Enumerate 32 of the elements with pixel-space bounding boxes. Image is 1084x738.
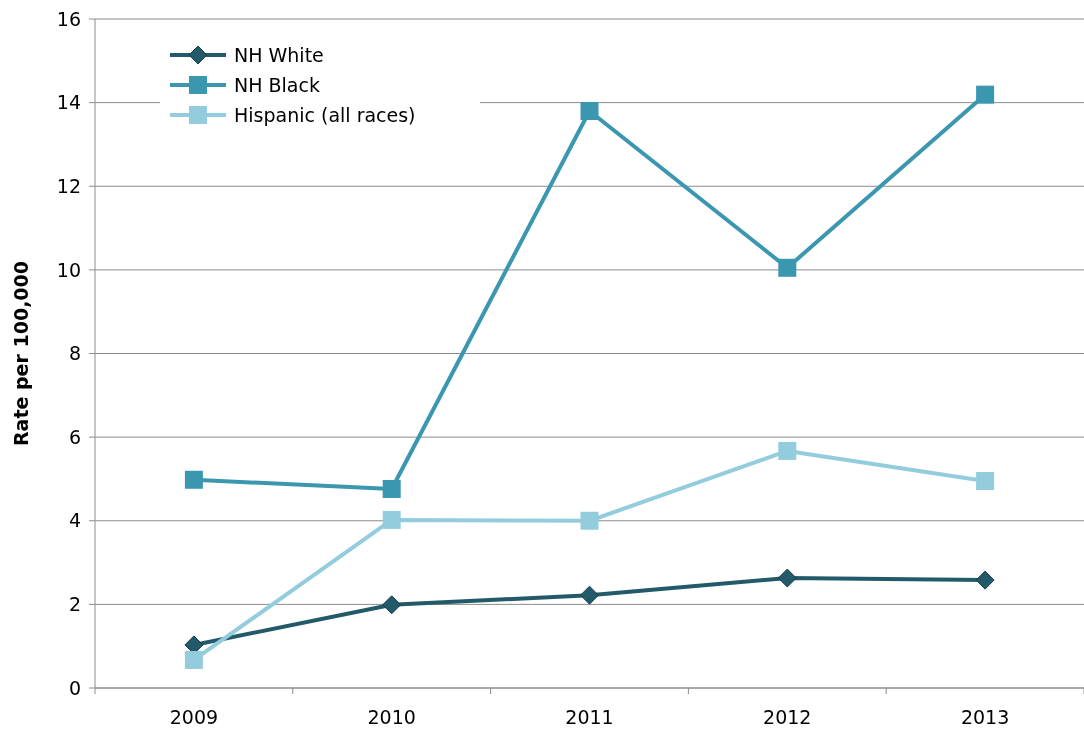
point xyxy=(184,650,203,669)
y-tick-label: 14 xyxy=(56,91,81,114)
x-tick-label: 2013 xyxy=(960,706,1010,728)
y-tick-label: 0 xyxy=(68,676,81,699)
y-tick-label: 4 xyxy=(68,509,81,532)
point xyxy=(580,511,599,530)
point xyxy=(382,510,401,529)
point xyxy=(580,585,599,605)
legend-label: NH Black xyxy=(234,73,320,96)
y-tick-label: 8 xyxy=(68,342,81,365)
point xyxy=(382,595,402,615)
point xyxy=(975,570,995,590)
y-tick-label: 12 xyxy=(56,174,81,197)
y-tick-label: 16 xyxy=(56,7,81,30)
x-tick-label: 2012 xyxy=(763,706,812,728)
x-tick-label: 2009 xyxy=(169,706,219,728)
point xyxy=(976,472,995,491)
y-tick-label: 10 xyxy=(56,258,81,281)
x-tick-label: 2011 xyxy=(565,706,614,728)
point xyxy=(778,258,797,277)
point xyxy=(184,470,203,489)
legend-label: NH White xyxy=(234,43,324,66)
y-tick-label: 2 xyxy=(68,593,81,616)
point xyxy=(778,441,797,460)
legend-label: Hispanic (all races) xyxy=(234,103,416,126)
x-tick-label: 2010 xyxy=(367,706,416,728)
point xyxy=(580,101,599,120)
point xyxy=(382,479,401,498)
point xyxy=(976,85,995,104)
point xyxy=(777,568,797,588)
y-axis-title: Rate per 100,000 xyxy=(10,260,32,447)
y-tick-label: 6 xyxy=(68,425,81,448)
